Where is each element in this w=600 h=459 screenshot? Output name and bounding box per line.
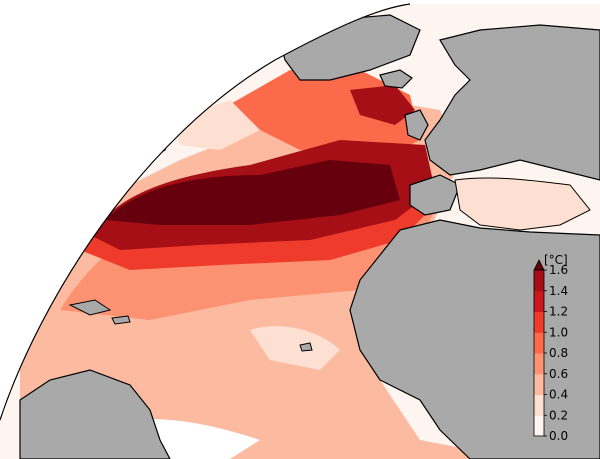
- colorbar-tick-label: 1.0: [549, 325, 568, 339]
- hispaniola-land: [111, 315, 131, 325]
- iberia-land: [409, 174, 461, 216]
- cape-verde-land: [299, 342, 313, 352]
- colorbar-segment: [534, 415, 544, 437]
- cuba-land: [68, 299, 112, 316]
- globe-outline: [0, 3, 411, 421]
- colorbar-segment: [534, 353, 544, 375]
- colorbar-segment: [534, 290, 544, 312]
- colorbar-segment: [534, 394, 544, 416]
- colorbar-segment: [534, 270, 544, 292]
- iceland-land: [379, 69, 413, 89]
- colorbar-tick-label: 0.0: [549, 429, 568, 443]
- south-america-land: [19, 369, 171, 459]
- colorbar-tick-label: 0.2: [549, 408, 568, 422]
- mediterranean-sea: [454, 177, 591, 231]
- colorbar: 0.0 0.2 0.4 0.6 0.8 1.0 1.2 1.4 1.6[°C]: [533, 253, 568, 443]
- colorbar-tick-label: 0.8: [549, 346, 568, 360]
- anomaly-south-0-4: [40, 332, 330, 420]
- colorbar-unit-label: [°C]: [544, 253, 568, 267]
- colorbar-tick-label: 0.6: [549, 367, 568, 381]
- colorbar-tick-label: 1.6: [549, 263, 568, 277]
- anomaly-0-2-center: [250, 326, 340, 370]
- europe-land: [424, 24, 600, 181]
- anomaly-1-6: [105, 160, 400, 225]
- colorbar-tick-label: 0.4: [549, 388, 568, 402]
- colorbar-tick-label: 1.4: [549, 284, 568, 298]
- colorbar-segment: [534, 311, 544, 333]
- anomaly-north-1-4: [350, 85, 415, 125]
- british-isles-land: [404, 109, 429, 141]
- colorbar-segment: [534, 332, 544, 354]
- colorbar-tick-label: 1.2: [549, 305, 568, 319]
- colorbar-segment: [534, 373, 544, 395]
